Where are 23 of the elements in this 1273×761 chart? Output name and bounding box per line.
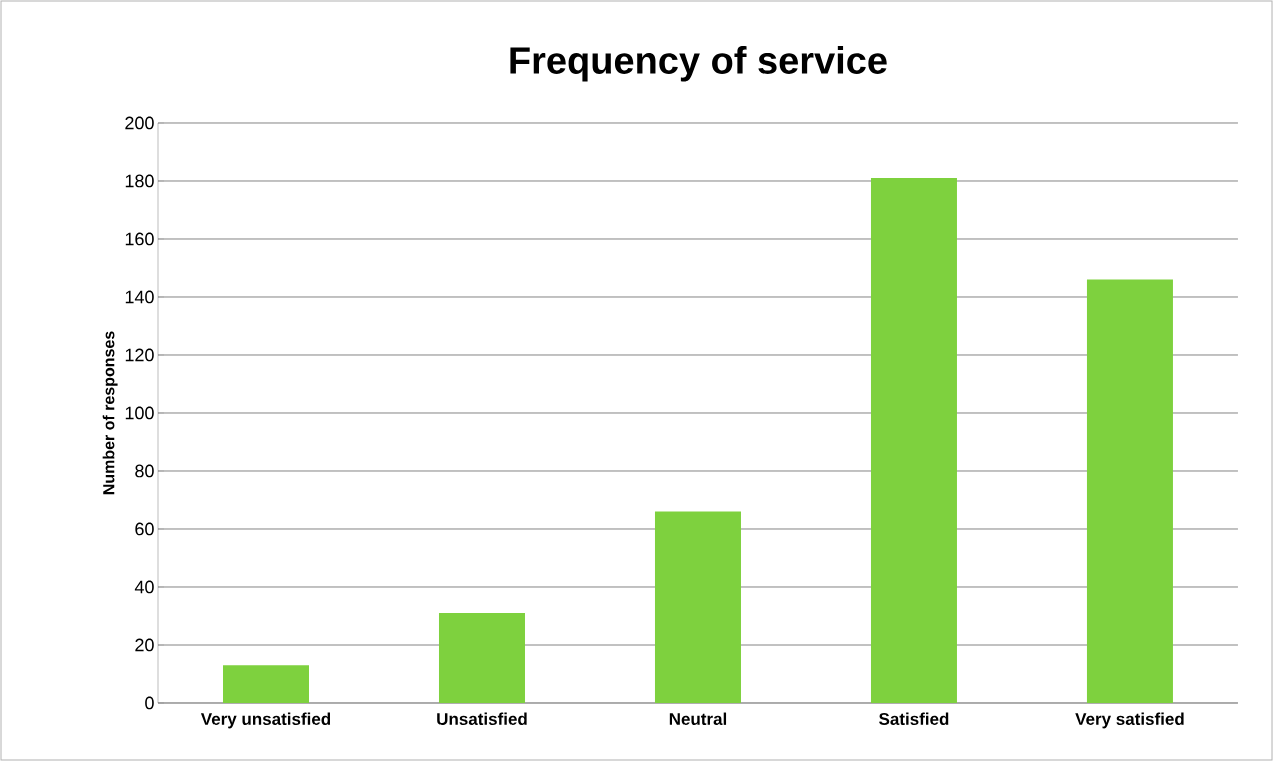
- y-tick-label: 20: [135, 638, 154, 652]
- x-tick-label: Very satisfied: [1075, 712, 1184, 729]
- y-axis-title: Number of responses: [102, 331, 118, 495]
- y-tick-label: 40: [134, 580, 154, 594]
- chart-title: Frequency of service: [510, 46, 887, 82]
- bar: [870, 178, 957, 703]
- y-tick-label: 80: [135, 464, 154, 478]
- x-tick-label: Very unsatisfied: [200, 712, 331, 729]
- y-tick-label: 140: [125, 290, 154, 304]
- y-tick-label: 120: [125, 348, 154, 362]
- y-tick-label: 200: [125, 116, 154, 130]
- y-tick-label: 100: [125, 406, 154, 420]
- bar: [438, 613, 525, 703]
- y-tick-label: 0: [145, 696, 154, 710]
- y-tick-label: 160: [125, 232, 154, 246]
- x-tick-label: Satisfied: [879, 712, 949, 726]
- bar: [223, 665, 309, 703]
- bar: [1086, 279, 1173, 703]
- y-tick-label: 60: [135, 522, 154, 536]
- y-tick-label: 180: [125, 174, 154, 188]
- bar: [654, 511, 741, 703]
- x-tick-label: Neutral: [669, 712, 727, 726]
- x-tick-label: Unsatisfied: [437, 712, 527, 726]
